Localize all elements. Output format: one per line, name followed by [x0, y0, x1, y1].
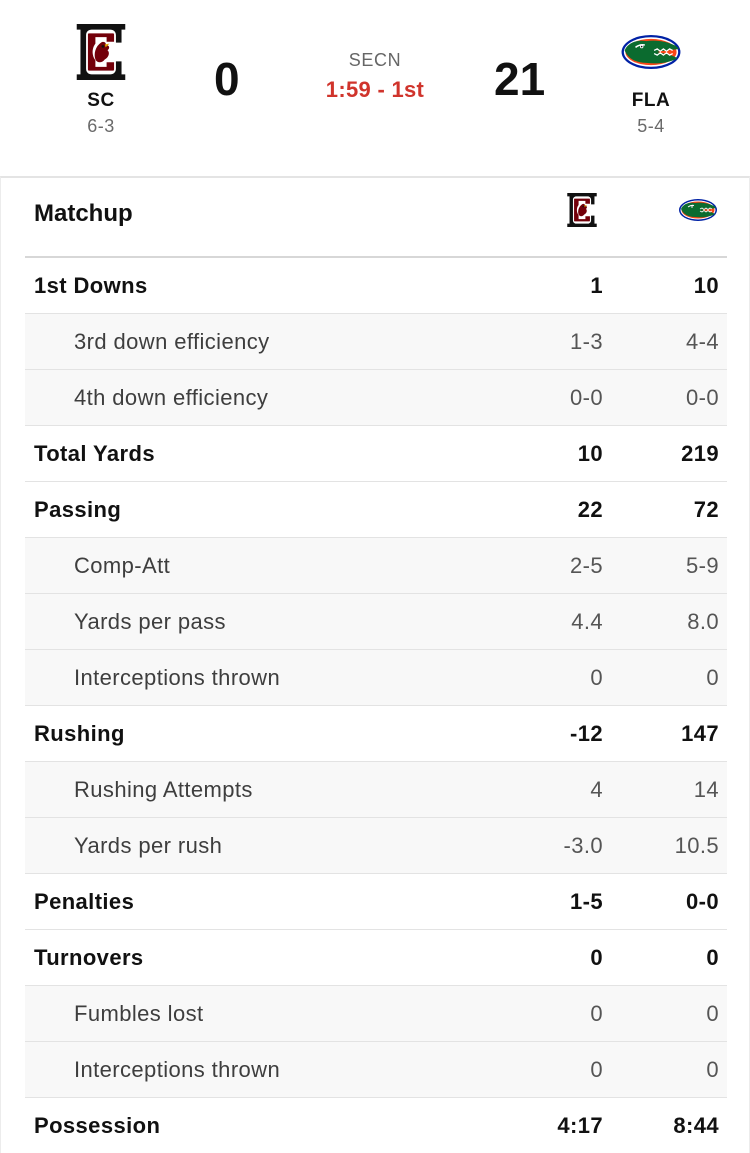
home-team-abbr: FLA	[631, 90, 671, 111]
stat-label: Interceptions thrown	[74, 1057, 281, 1082]
stat-row: Penalties 1-5 0-0	[25, 874, 727, 930]
stat-row: Fumbles lost 0 0	[25, 986, 727, 1042]
matchup-title: Matchup	[34, 200, 133, 227]
stat-label: Turnovers	[34, 945, 144, 970]
gator-logo-icon	[591, 20, 711, 84]
game-clock: 1:59 - 1st	[325, 77, 425, 102]
stat-row: Rushing -12 147	[25, 706, 727, 762]
stat-label: Rushing Attempts	[74, 777, 253, 802]
home-team-record: 5-4	[637, 116, 665, 136]
stat-label: Yards per rush	[74, 833, 223, 858]
stat-row: Rushing Attempts 4 14	[25, 762, 727, 818]
stat-row: Turnovers 0 0	[25, 930, 727, 986]
stat-rows: 1st Downs 1 10 3rd down efficiency 1-3 4-4 4th…	[25, 258, 727, 1153]
home-score: 21	[494, 53, 546, 105]
gator-column-icon	[678, 190, 718, 230]
stat-label: Passing	[34, 497, 122, 522]
away-stat-value: -12	[570, 721, 603, 746]
home-stat-value: 0	[706, 665, 719, 690]
stat-row: Total Yards 10 219	[25, 426, 727, 482]
away-stat-value: 22	[577, 497, 603, 522]
stat-row: 4th down efficiency 0-0 0-0	[25, 370, 727, 426]
stat-label: Penalties	[34, 889, 135, 914]
gamecock-logo-icon	[41, 20, 161, 84]
home-stat-value: 72	[693, 497, 719, 522]
away-team-abbr: SC	[87, 90, 115, 111]
stat-label: Interceptions thrown	[74, 665, 281, 690]
home-stat-value: 219	[681, 441, 719, 466]
home-stat-value: 0-0	[686, 385, 719, 410]
away-stat-value: 0	[590, 665, 603, 690]
stat-label: Fumbles lost	[74, 1001, 204, 1026]
stat-label: 3rd down efficiency	[74, 329, 270, 354]
home-stat-value: 0	[706, 945, 719, 970]
home-stat-value: 0	[706, 1001, 719, 1026]
stat-row: 1st Downs 1 10	[25, 258, 727, 314]
away-stat-value: 4.4	[571, 609, 603, 634]
away-stat-value: 2-5	[570, 553, 603, 578]
away-stat-value: 0-0	[570, 385, 603, 410]
stat-label: 4th down efficiency	[74, 385, 269, 410]
gamecock-column-icon	[562, 190, 602, 230]
matchup-card: Matchup 1st Downs 1 10 3rd down efficiency 1…	[0, 176, 750, 1153]
away-stat-value: 0	[590, 1001, 603, 1026]
away-stat-value: 0	[590, 945, 603, 970]
home-stat-value: 4-4	[686, 329, 719, 354]
stat-row: Possession 4:17 8:44	[25, 1098, 727, 1153]
away-stat-value: 10	[577, 441, 603, 466]
home-stat-value: 5-9	[686, 553, 719, 578]
stat-label: Total Yards	[34, 441, 155, 466]
away-score: 0	[214, 53, 240, 105]
stat-row: 3rd down efficiency 1-3 4-4	[25, 314, 727, 370]
away-stat-value: 4:17	[557, 1113, 603, 1138]
away-stat-value: 4	[590, 777, 603, 802]
away-team-record: 6-3	[87, 116, 115, 136]
home-stat-value: 10	[693, 273, 719, 298]
stat-row: Yards per pass 4.4 8.0	[25, 594, 727, 650]
home-stat-value: 8.0	[687, 609, 719, 634]
matchup-header: Matchup	[25, 178, 727, 258]
stat-row: Interceptions thrown 0 0	[25, 650, 727, 706]
away-stat-value: 0	[590, 1057, 603, 1082]
away-stat-value: 1	[590, 273, 603, 298]
home-stat-value: 10.5	[674, 833, 719, 858]
home-team[interactable]: FLA 5-4	[591, 20, 711, 137]
home-stat-value: 0	[706, 1057, 719, 1082]
home-stat-value: 14	[693, 777, 719, 802]
tv-network: SECN	[348, 50, 402, 70]
stat-label: 1st Downs	[34, 273, 148, 298]
stat-label: Yards per pass	[74, 609, 226, 634]
away-team[interactable]: SC 6-3	[41, 20, 161, 137]
away-stat-value: 1-3	[570, 329, 603, 354]
away-stat-value: 1-5	[570, 889, 603, 914]
stat-row: Comp-Att 2-5 5-9	[25, 538, 727, 594]
home-stat-value: 8:44	[673, 1113, 719, 1138]
home-stat-value: 0-0	[686, 889, 719, 914]
stat-row: Interceptions thrown 0 0	[25, 1042, 727, 1098]
stat-label: Possession	[34, 1113, 161, 1138]
home-stat-value: 147	[681, 721, 719, 746]
scoreboard-header: SC 6-3 0 SECN 1:59 - 1st 21 FLA 5-4	[0, 0, 750, 176]
stat-row: Passing 22 72	[25, 482, 727, 538]
stat-label: Rushing	[34, 721, 125, 746]
away-stat-value: -3.0	[563, 833, 603, 858]
stat-row: Yards per rush -3.0 10.5	[25, 818, 727, 874]
stat-label: Comp-Att	[74, 553, 171, 578]
game-status: SECN 1:59 - 1st	[275, 50, 475, 103]
